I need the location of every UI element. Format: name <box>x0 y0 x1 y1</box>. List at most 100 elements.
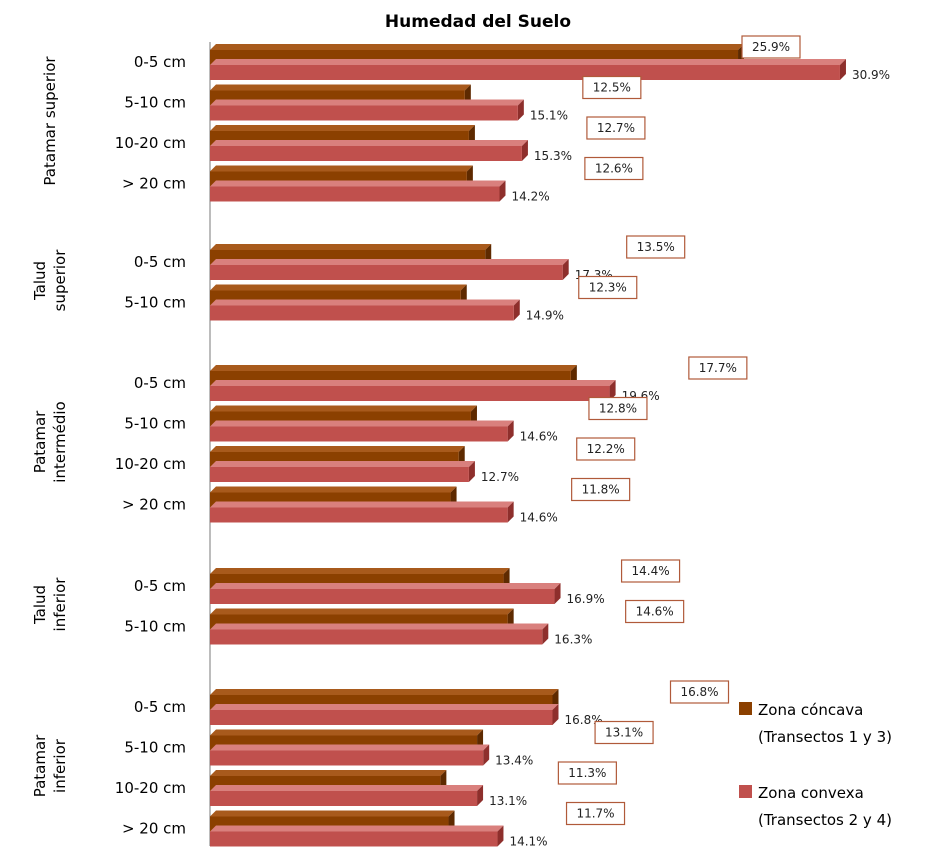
group-label-line: intermédio <box>51 401 69 482</box>
data-label-convexa: 16.3% <box>554 633 592 647</box>
data-label-convexa: 15.1% <box>530 109 568 123</box>
group-label: Patamar superior <box>41 56 59 186</box>
category-label: 10-20 cm <box>115 779 186 797</box>
category-label: 10-20 cm <box>115 134 186 152</box>
category-label: > 20 cm <box>122 820 186 838</box>
labels-layer: Patamar superior 0-5 cm 30.9% 25.9% 5-10 cm 1… <box>31 35 890 848</box>
data-label-convexa: 14.9% <box>526 309 564 323</box>
data-label-concava: 12.8% <box>599 402 637 416</box>
category-label: 0-5 cm <box>134 253 186 271</box>
legend-label-concava-line2: (Transectos 1 y 3) <box>758 728 892 746</box>
category-label: > 20 cm <box>122 175 186 193</box>
data-label-convexa: 14.6% <box>520 511 558 525</box>
bar-convexa <box>210 623 549 645</box>
category-label: 0-5 cm <box>134 577 186 595</box>
group-label: Talud superior <box>31 249 69 312</box>
bar-convexa <box>210 259 569 280</box>
data-label-box-concava <box>586 116 646 140</box>
bar-convexa <box>210 461 475 482</box>
group-label-line: Talud <box>31 261 49 301</box>
group-label-line: superior <box>51 249 69 312</box>
bar-convexa <box>210 140 528 161</box>
data-label-box-concava <box>620 559 681 583</box>
legend-swatch-concava <box>739 702 752 715</box>
data-label-box-concava <box>594 720 654 745</box>
bar-convexa <box>210 299 520 321</box>
data-label-convexa: 16.9% <box>567 592 605 606</box>
data-label-box-concava <box>626 235 686 259</box>
category-label: 5-10 cm <box>124 415 186 433</box>
data-label-convexa: 14.2% <box>511 190 549 204</box>
data-label-box-concava <box>669 680 730 704</box>
category-label: > 20 cm <box>122 496 186 514</box>
legend-label-convexa-line2: (Transectos 2 y 4) <box>758 811 892 829</box>
bar-convexa <box>210 785 484 806</box>
data-label-convexa: 13.1% <box>489 794 527 808</box>
data-label-box-concava <box>588 396 648 421</box>
data-label-concava: 14.4% <box>632 564 670 578</box>
data-label-box-concava <box>571 477 631 502</box>
bar-convexa <box>210 420 514 442</box>
group-label-line: Patamar <box>31 734 49 797</box>
group-label-line: inferior <box>51 577 69 632</box>
group-label: Patamar inferior <box>31 734 69 797</box>
category-label: 0-5 cm <box>134 374 186 392</box>
bar-convexa <box>210 180 506 202</box>
data-label-convexa: 15.3% <box>534 149 572 163</box>
data-label-concava: 13.5% <box>637 240 675 254</box>
data-label-concava: 12.6% <box>595 162 633 176</box>
data-label-box-concava <box>582 75 642 100</box>
data-label-concava: 13.1% <box>605 726 643 740</box>
bar-convexa <box>210 825 504 847</box>
data-label-concava: 12.7% <box>597 121 635 135</box>
data-label-concava: 25.9% <box>752 40 790 54</box>
data-label-concava: 11.7% <box>576 807 614 821</box>
data-label-concava: 11.8% <box>582 483 620 497</box>
data-label-concava: 12.3% <box>589 281 627 295</box>
data-label-concava: 12.5% <box>593 81 631 95</box>
data-label-concava: 11.3% <box>568 766 606 780</box>
data-label-concava: 16.8% <box>680 685 718 699</box>
bar-convexa <box>210 59 846 80</box>
legend-swatch-convexa <box>739 785 752 798</box>
category-label: 10-20 cm <box>115 455 186 473</box>
bar-convexa <box>210 380 616 401</box>
bar-convexa <box>210 501 514 523</box>
bars-layer <box>210 44 846 847</box>
legend-label-convexa: Zona convexa <box>758 784 864 802</box>
data-label-convexa: 12.7% <box>481 470 519 484</box>
bar-convexa <box>210 583 561 604</box>
data-label-concava: 14.6% <box>636 605 674 619</box>
group-label: Patamar intermédio <box>31 401 69 482</box>
bar-convexa <box>210 99 524 121</box>
group-label-line: Talud <box>31 585 49 625</box>
category-label: 5-10 cm <box>124 294 186 312</box>
data-label-convexa: 14.6% <box>520 430 558 444</box>
chart-title: Humedad del Suelo <box>385 12 571 32</box>
group-label-line: inferior <box>51 738 69 793</box>
group-label-line: Patamar superior <box>41 56 59 186</box>
data-label-box-concava <box>625 599 685 624</box>
data-label-concava: 17.7% <box>699 361 737 375</box>
data-label-box-concava <box>557 761 617 785</box>
category-label: 0-5 cm <box>134 698 186 716</box>
legend: Zona cóncava (Transectos 1 y 3) Zona con… <box>739 701 892 829</box>
category-label: 5-10 cm <box>124 94 186 112</box>
data-label-box-concava <box>578 275 638 300</box>
data-label-convexa: 16.8% <box>565 713 603 727</box>
data-label-box-concava <box>741 35 801 59</box>
data-label-convexa: 14.1% <box>509 835 547 848</box>
data-label-box-concava <box>584 156 644 181</box>
data-label-box-concava <box>565 801 626 826</box>
legend-label-concava: Zona cóncava <box>758 701 863 719</box>
category-label: 0-5 cm <box>134 53 186 71</box>
data-label-box-concava <box>576 437 636 461</box>
data-label-convexa: 13.4% <box>495 754 533 768</box>
group-label: Talud inferior <box>31 577 69 632</box>
category-label: 5-10 cm <box>124 618 186 636</box>
data-label-concava: 12.2% <box>587 442 625 456</box>
bar-convexa <box>210 744 490 766</box>
category-label: 5-10 cm <box>124 739 186 757</box>
data-label-convexa: 30.9% <box>852 68 890 82</box>
